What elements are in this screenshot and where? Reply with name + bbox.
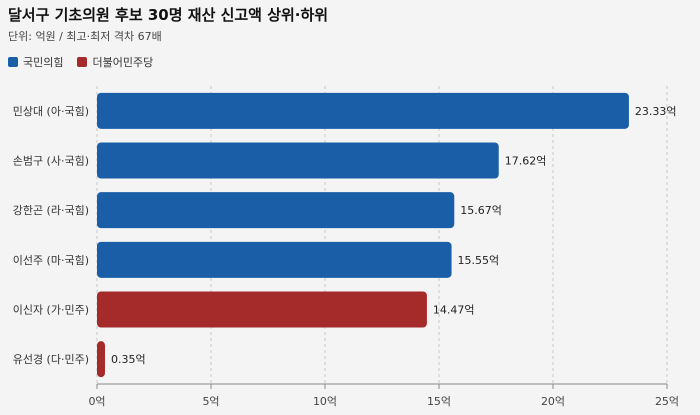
category-label: 민상대 (아·국힘) xyxy=(13,105,89,118)
bar xyxy=(97,241,452,278)
x-tick-label: 10억 xyxy=(313,395,337,408)
chart-subtitle: 단위: 억원 / 최고·최저 격차 67배 xyxy=(8,30,162,43)
x-tick-label: 15억 xyxy=(427,395,451,408)
x-tick-label: 5억 xyxy=(202,395,219,408)
legend: 국민의힘 더불어민주당 xyxy=(8,54,153,70)
bar-value-label: 23.33억 xyxy=(635,105,677,118)
bar xyxy=(97,92,629,129)
x-tick-label: 25억 xyxy=(655,395,679,408)
bar-value-label: 15.55억 xyxy=(458,254,500,267)
legend-swatch-dp xyxy=(77,57,88,67)
bar-value-label: 15.67억 xyxy=(460,204,502,217)
x-tick-label: 0억 xyxy=(88,395,105,408)
category-label: 손범구 (사·국힘) xyxy=(13,155,89,168)
category-label: 유선경 (다·민주) xyxy=(13,353,89,366)
legend-swatch-ppp xyxy=(8,57,18,67)
x-tick-label: 20억 xyxy=(541,395,565,408)
bar xyxy=(97,291,427,328)
bar xyxy=(97,192,455,229)
legend-item-dp: 더불어민주당 xyxy=(77,54,153,70)
legend-item-ppp: 국민의힘 xyxy=(8,54,63,70)
bar-value-label: 17.62억 xyxy=(505,155,547,168)
category-label: 이신자 (가·민주) xyxy=(13,304,89,317)
legend-label-dp: 더불어민주당 xyxy=(92,56,154,69)
bar-value-label: 14.47억 xyxy=(433,304,475,317)
bar xyxy=(97,142,499,179)
bar-value-label: 0.35억 xyxy=(111,353,146,366)
legend-label-ppp: 국민의힘 xyxy=(23,56,64,69)
bar xyxy=(97,341,105,378)
category-label: 강한곤 (라·국힘) xyxy=(13,204,89,217)
chart-title: 달서구 기초의원 후보 30명 재산 신고액 상위·하위 xyxy=(8,6,329,24)
category-label: 이선주 (마·국힘) xyxy=(13,254,89,267)
